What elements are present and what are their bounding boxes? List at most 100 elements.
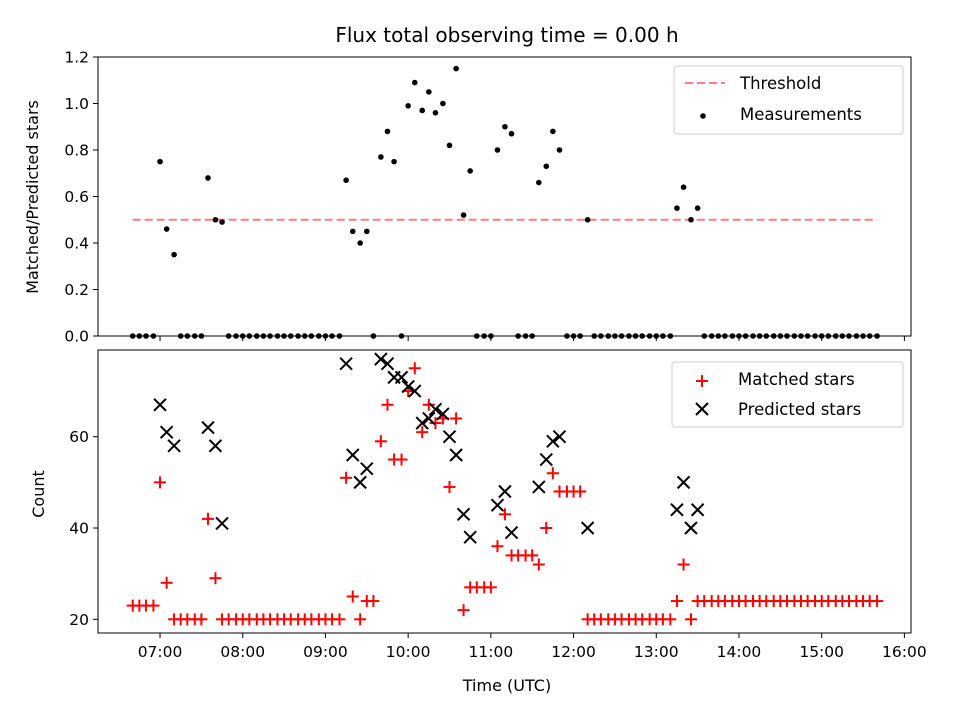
measurement-point — [570, 333, 577, 339]
matched-star-point — [147, 599, 160, 612]
predicted-star-point — [353, 475, 367, 490]
measurement-point — [825, 333, 832, 339]
measurement-point — [411, 79, 418, 86]
measurement-point — [591, 333, 598, 339]
measurement-point — [308, 333, 315, 339]
predicted-star-point — [408, 384, 422, 398]
measurement-point — [349, 228, 356, 235]
matched-star-point — [532, 558, 545, 571]
measurement-point — [143, 333, 149, 339]
measurement-point — [287, 333, 294, 339]
x-tick-label: 11:00 — [469, 643, 514, 661]
measurement-point — [646, 333, 653, 339]
measurement-point — [205, 175, 211, 181]
measurement-point — [866, 333, 873, 339]
measurement-point — [680, 184, 687, 190]
ratio-panel-y-ticks: 0.0 0.2 0.4 0.6 0.8 1.0 1.2 — [64, 49, 98, 346]
measurement-point — [129, 333, 136, 339]
measurement-point — [343, 177, 349, 184]
predicted-star-point — [442, 430, 457, 444]
predicted-star-point — [456, 507, 471, 522]
y-tick-label: 20 — [69, 611, 89, 629]
predicted-star-point — [360, 461, 374, 476]
predicted-star-point — [215, 516, 229, 531]
measurement-point — [163, 226, 170, 232]
matched-star-point — [422, 398, 435, 411]
y-tick-label: 1.2 — [64, 49, 89, 67]
measurement-point — [777, 333, 784, 339]
legend-predicted-swatch — [695, 402, 709, 416]
predicted-star-point — [449, 448, 463, 462]
matched-star-point — [685, 613, 698, 626]
matched-stars-points — [126, 362, 884, 626]
measurement-point — [198, 333, 205, 339]
measurement-point — [440, 100, 446, 107]
matched-star-point — [491, 540, 504, 553]
x-tick-label: 13:00 — [634, 643, 679, 661]
measurement-point — [708, 333, 715, 339]
y-tick-label: 0.4 — [64, 235, 89, 253]
measurement-point — [660, 333, 666, 339]
matched-star-point — [367, 595, 380, 608]
y-tick-label: 60 — [69, 428, 89, 446]
chart-title: Flux total observing time = 0.00 h — [335, 23, 678, 47]
x-tick-label: 14:00 — [717, 643, 762, 661]
predicted-star-point — [670, 503, 684, 517]
measurement-point — [694, 205, 701, 211]
predicted-star-point — [539, 452, 553, 467]
measurement-point — [363, 228, 370, 235]
x-axis-label: Time (UTC) — [462, 676, 551, 695]
measurement-point — [384, 128, 391, 135]
measurement-point — [398, 333, 405, 339]
measurement-point — [626, 333, 632, 339]
measurement-point — [136, 333, 143, 339]
matched-star-point — [408, 362, 421, 375]
count-legend-box — [671, 361, 904, 428]
legend-threshold-label: Threshold — [739, 74, 821, 93]
measurement-point — [467, 168, 473, 174]
ratio-panel: Matched/Predicted stars 0.0 0.2 0.4 0.6 0.8 1… — [23, 49, 912, 346]
measurement-point — [522, 333, 529, 339]
measurement-point — [419, 107, 426, 114]
matched-star-point — [670, 595, 683, 608]
measurement-point — [564, 333, 570, 339]
measurement-point — [267, 333, 273, 339]
measurement-point — [233, 333, 239, 339]
matched-star-point — [333, 613, 346, 626]
ratio-legend: Threshold Measurements — [673, 65, 904, 135]
measurement-point — [598, 333, 604, 339]
measurement-point — [543, 163, 550, 170]
measurement-point — [301, 333, 308, 339]
measurement-point — [550, 128, 556, 135]
x-tick-label: 08:00 — [220, 643, 265, 661]
predicted-stars-points — [153, 352, 705, 544]
measurement-point — [791, 333, 798, 339]
measurement-point — [729, 333, 736, 339]
x-tick-label: 12:00 — [551, 643, 596, 661]
count-panel-frame — [97, 349, 912, 634]
matched-star-point — [540, 522, 553, 535]
measurement-point — [481, 333, 488, 339]
measurement-point — [281, 333, 287, 339]
measurement-point — [378, 154, 384, 160]
measurement-point — [322, 333, 329, 339]
predicted-star-point — [498, 484, 512, 499]
measurement-point — [253, 333, 260, 339]
measurement-point — [584, 216, 591, 223]
measurement-point — [853, 333, 860, 339]
measurement-point — [260, 333, 267, 339]
measurement-point — [150, 333, 157, 339]
matched-star-point — [457, 604, 470, 617]
legend-measurements-label: Measurements — [740, 105, 862, 124]
measurement-point — [556, 147, 563, 153]
predicted-star-point — [690, 503, 705, 517]
x-tick-label: 09:00 — [303, 643, 348, 661]
measurement-point — [225, 333, 232, 339]
measurement-points — [129, 65, 880, 339]
measurement-point — [446, 142, 453, 149]
predicted-star-point — [201, 420, 215, 435]
measurement-point — [605, 333, 612, 339]
measurement-point — [874, 333, 880, 339]
measurement-point — [812, 333, 818, 339]
measurement-point — [722, 333, 728, 339]
